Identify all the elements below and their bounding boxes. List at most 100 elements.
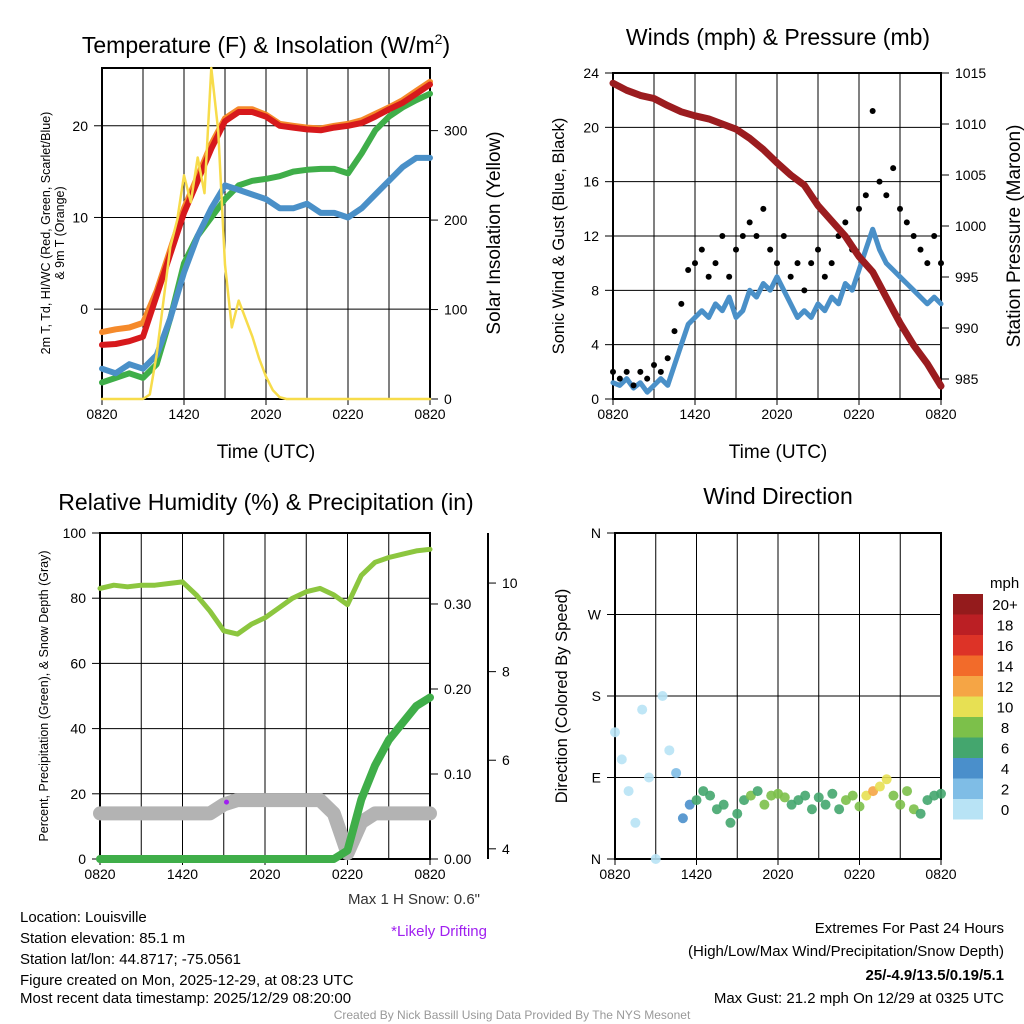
x-tick-label: 0220 <box>843 406 874 422</box>
gust-point <box>685 266 692 273</box>
legend-label: 18 <box>997 618 1014 635</box>
solar-axis-tick-label: 100 <box>444 302 468 318</box>
direction-point <box>623 786 634 797</box>
y-tick-label: N <box>591 525 601 541</box>
y-tick-label: N <box>591 851 601 867</box>
y-tick-label: 0 <box>80 301 88 317</box>
y-tick-label: 8 <box>591 282 599 298</box>
x-tick-label: 2020 <box>249 866 280 882</box>
legend-swatch <box>953 696 983 717</box>
extremes-title: Extremes For Past 24 Hours <box>815 920 1004 937</box>
gust-point <box>890 165 897 172</box>
pressure-axis-tick-label: 985 <box>955 371 979 387</box>
direction-point <box>936 788 946 799</box>
temperature-panel-title: Temperature (F) & Insolation (W/m2) <box>82 31 450 58</box>
gust-point <box>856 205 862 212</box>
wind-direction-panel: Wind Direction Direction (Colored By Spe… <box>553 483 1019 882</box>
gust-point <box>671 328 678 335</box>
y-tick-label: 20 <box>72 118 88 134</box>
direction-point <box>671 767 682 778</box>
gust-point <box>616 375 623 382</box>
snow-axis-tick-label: 10 <box>502 575 518 591</box>
direction-point <box>902 786 913 797</box>
humidity-panel: Relative Humidity (%) & Precipitation (i… <box>37 489 518 940</box>
gust-point <box>739 233 746 239</box>
y-tick-label: 60 <box>70 655 86 671</box>
temperature-panel: Temperature (F) & Insolation (W/m2) Time… <box>39 31 505 463</box>
gust-point <box>651 362 657 369</box>
gust-point <box>664 355 671 362</box>
gust-point <box>719 233 726 239</box>
created-text: Figure created on Mon, 2025-12-29, at 08… <box>20 972 354 989</box>
y-tick-label: 20 <box>70 786 86 802</box>
gust-point <box>842 219 849 226</box>
legend-label: 12 <box>997 679 1014 696</box>
solar-y-axis-label: Solar Insolation (Yellow) <box>484 131 505 334</box>
direction-point <box>895 799 906 810</box>
latlon-text: Station lat/lon: 44.8717; -75.0561 <box>20 951 241 968</box>
direction-point <box>725 817 736 828</box>
direction-point <box>915 808 926 819</box>
direction-y-axis-label: Direction (Colored By Speed) <box>553 589 571 804</box>
y-tick-label: 20 <box>583 119 599 135</box>
direction-point <box>888 790 899 801</box>
x-tick-label: 0820 <box>84 866 115 882</box>
legend-label: 4 <box>1001 761 1009 778</box>
likely-drifting-label: *Likely Drifting <box>391 923 487 940</box>
legend-swatch <box>953 778 983 799</box>
legend-swatch <box>953 614 983 635</box>
x-tick-label: 2020 <box>761 406 792 422</box>
extremes-subtitle: (High/Low/Max Wind/Precipitation/Snow De… <box>688 943 1004 960</box>
direction-point <box>813 792 824 803</box>
legend-label: 20+ <box>992 597 1018 614</box>
drifting-marker <box>224 799 229 805</box>
legend-swatch <box>953 635 983 656</box>
gust-point <box>787 273 794 280</box>
y-tick-label: 80 <box>70 590 86 606</box>
direction-point <box>677 813 688 824</box>
gust-point <box>924 260 931 267</box>
direction-point <box>643 772 654 783</box>
location-text: Location: Louisville <box>20 909 147 926</box>
gust-point <box>780 233 787 239</box>
legend-swatch <box>953 655 983 676</box>
direction-point <box>800 790 811 801</box>
gust-point <box>753 233 760 239</box>
gust-point <box>698 246 705 253</box>
x-tick-label: 0220 <box>332 866 363 882</box>
direction-point <box>718 799 729 810</box>
recent-data-text: Most recent data timestamp: 2025/12/29 0… <box>20 990 351 1007</box>
pressure-y-axis-label: Station Pressure (Maroon) <box>1004 125 1024 348</box>
y-tick-label: 4 <box>591 337 599 353</box>
solar-axis-tick-label: 200 <box>444 212 468 228</box>
gust-point <box>692 260 698 267</box>
gust-point <box>705 273 712 280</box>
direction-point <box>847 790 858 801</box>
extremes-box: Extremes For Past 24 Hours (High/Low/Max… <box>688 920 1004 1007</box>
legend-label: 14 <box>997 659 1014 676</box>
gust-point <box>801 287 808 294</box>
y-tick-label: W <box>588 607 602 623</box>
snow-axis-tick-label: 4 <box>502 841 510 857</box>
pressure-axis-tick-label: 1000 <box>955 218 986 234</box>
direction-point <box>691 795 702 806</box>
series-2mt <box>99 81 433 348</box>
humidity-y-axis-label: Percent, Precipitation (Green), & Snow D… <box>37 550 51 841</box>
direction-point <box>759 799 770 810</box>
humidity-panel-title: Relative Humidity (%) & Precipitation (i… <box>58 489 473 515</box>
temperature-y-axis-label-2: & 9m T (Orange) <box>53 186 67 279</box>
legend-label: 8 <box>1001 720 1009 737</box>
pressure-axis-tick-label: 1005 <box>955 167 986 183</box>
gust-point <box>794 260 801 267</box>
x-tick-label: 0820 <box>414 866 445 882</box>
gust-point <box>828 260 835 267</box>
y-tick-label: 100 <box>63 525 87 541</box>
gust-point <box>644 375 651 382</box>
gust-point <box>623 368 630 375</box>
gust-point <box>808 260 815 267</box>
direction-point <box>834 804 845 815</box>
extremes-values: 25/-4.9/13.5/0.19/5.1 <box>866 967 1004 984</box>
y-tick-label: S <box>592 688 601 704</box>
x-tick-label: 1420 <box>679 406 710 422</box>
gust-point <box>726 273 733 280</box>
